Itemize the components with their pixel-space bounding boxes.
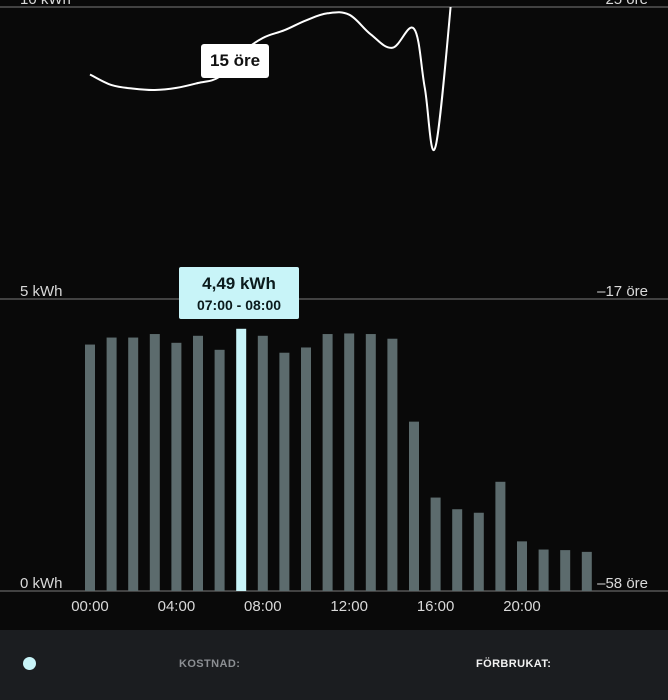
bar [214, 349, 225, 591]
bar [560, 550, 571, 591]
price-tooltip: 15 öre [201, 44, 270, 78]
bar [409, 421, 419, 591]
chart-svg: 10 kWh 5 kWh 0 kWh 25 öre –17 öre –58 öre 00:0… [0, 0, 668, 615]
bar [344, 333, 355, 591]
bar [257, 335, 268, 591]
bar [106, 337, 117, 591]
x-axis-tick-label: 08:00 [244, 598, 282, 615]
bar [193, 335, 203, 591]
energy-chart[interactable]: 10 kWh 5 kWh 0 kWh 25 öre –17 öre –58 öre 00:0… [0, 0, 668, 630]
bar [538, 549, 549, 591]
right-axis-tick-label: 25 öre [605, 0, 648, 8]
bar [128, 337, 139, 591]
bar [301, 347, 311, 591]
bar [85, 344, 95, 591]
bar [171, 342, 182, 591]
bar [149, 334, 160, 591]
bar [430, 497, 441, 591]
usage-tooltip: 4,49 kWh 07:00 - 08:00 [179, 267, 299, 319]
bar [365, 334, 376, 591]
price-tooltip-text: 15 öre [210, 51, 261, 70]
bar [473, 512, 484, 591]
bar [322, 334, 333, 591]
right-axis-tick-label: –17 öre [597, 283, 648, 300]
x-axis-tick-label: 20:00 [503, 598, 541, 615]
left-axis-tick-label: 10 kWh [20, 0, 71, 8]
cost-label: KOSTNAD: [179, 658, 241, 670]
bar [279, 352, 290, 591]
legend-dot-icon [23, 657, 36, 670]
right-axis-tick-label: –58 öre [597, 575, 648, 592]
consumed-label: FÖRBRUKAT: [476, 658, 552, 670]
x-axis-tick-label: 16:00 [417, 598, 455, 615]
bar [452, 509, 463, 591]
bar-highlighted [236, 328, 247, 591]
summary-footer: KOSTNAD: FÖRBRUKAT: [0, 630, 668, 700]
x-axis-tick-label: 04:00 [158, 598, 196, 615]
bar [581, 551, 592, 591]
price-line [89, 7, 452, 151]
x-axis-tick-label: 00:00 [71, 598, 109, 615]
x-axis-tick-label: 12:00 [330, 598, 368, 615]
bar [517, 541, 527, 591]
left-axis-tick-label: 5 kWh [20, 283, 63, 300]
bar [387, 338, 398, 591]
bar [495, 481, 506, 591]
left-axis-tick-label: 0 kWh [20, 575, 63, 592]
usage-tooltip-value: 4,49 kWh [202, 274, 276, 293]
usage-tooltip-time: 07:00 - 08:00 [196, 297, 282, 313]
